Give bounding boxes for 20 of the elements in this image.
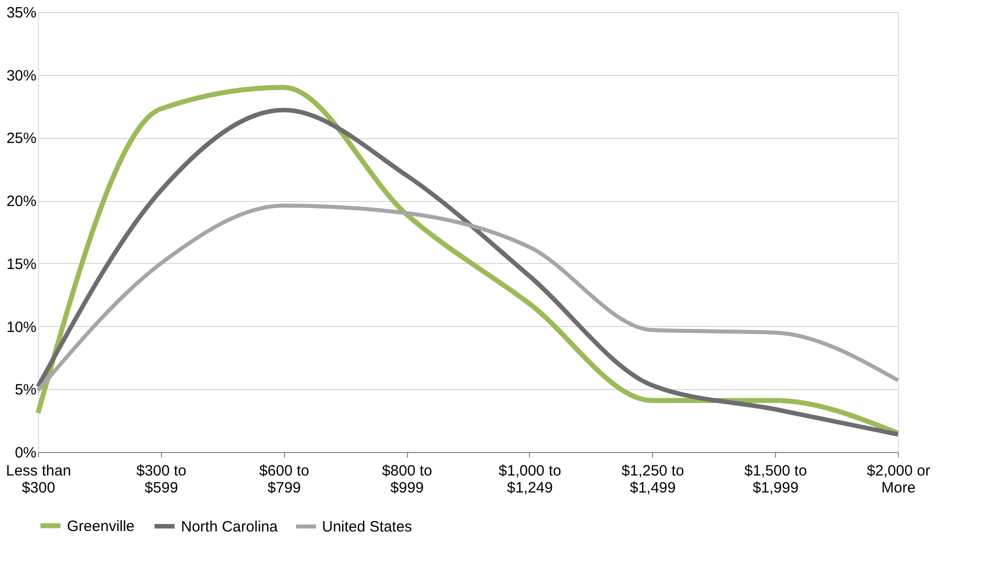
y-tick-label: 0% <box>14 444 36 462</box>
legend-label: United States <box>322 518 412 536</box>
x-tick-label: $1,250 to $1,499 <box>622 462 684 496</box>
x-tick-label: $1,500 to $1,999 <box>744 462 807 496</box>
x-tick-label: $2,000 or More <box>866 462 930 496</box>
y-tick-label: 20% <box>6 193 36 210</box>
x-tick-label: $800 to $999 <box>382 462 432 496</box>
line-series <box>36 204 900 392</box>
y-tick-label: 30% <box>6 67 36 84</box>
x-tick-label: $1,000 to $1,249 <box>498 462 562 496</box>
y-tick-label: 35% <box>6 4 36 22</box>
x-tick-label: $300 to $599 <box>136 462 186 496</box>
y-tick-label: 10% <box>6 318 36 336</box>
legend-label: Greenville <box>67 518 135 535</box>
y-tick-label: 25% <box>6 130 36 148</box>
x-tick-label: $600 to $799 <box>259 462 310 496</box>
x-tick-label: Less than $300 <box>6 462 72 496</box>
legend-label: North Carolina <box>181 518 278 536</box>
y-tick-label: 5% <box>14 382 36 399</box>
y-tick-label: 15% <box>6 256 36 273</box>
